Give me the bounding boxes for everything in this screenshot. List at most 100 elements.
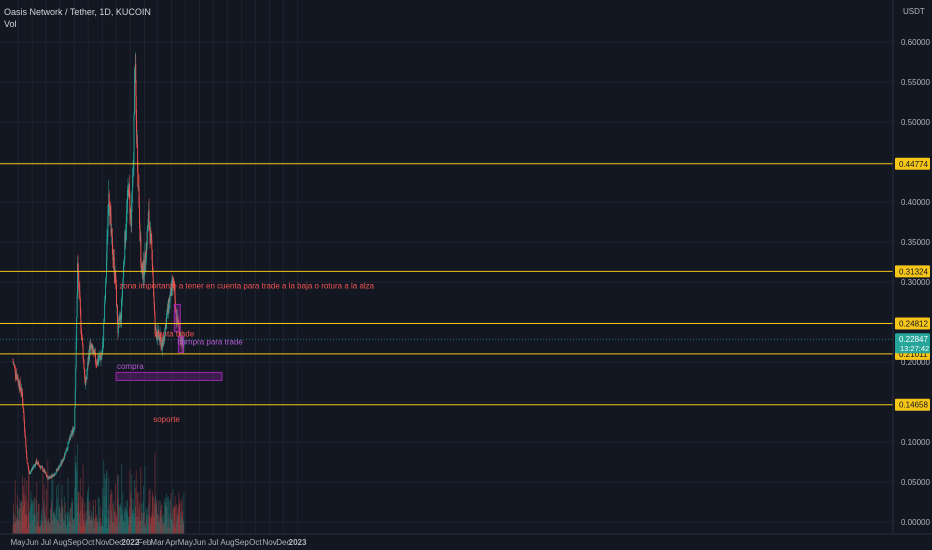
candle-body	[43, 469, 45, 473]
candle-body	[107, 216, 109, 237]
volume-bar	[109, 518, 111, 534]
volume-bar	[153, 516, 155, 534]
candle-body	[165, 323, 167, 329]
candle-body	[68, 438, 70, 442]
candle-body	[98, 356, 100, 360]
candle-body	[114, 274, 116, 279]
volume-bar	[144, 523, 146, 534]
volume-bar	[182, 523, 184, 534]
x-tick-label: Jul	[41, 538, 51, 547]
volume-label[interactable]: Vol	[4, 19, 17, 29]
volume-bar	[39, 527, 41, 534]
volume-bar	[26, 480, 28, 534]
volume-bar	[60, 512, 62, 534]
zone-compra-trade-zone[interactable]	[177, 335, 184, 353]
candle-body	[122, 267, 124, 279]
candle-body	[69, 438, 71, 439]
volume-bar	[87, 502, 89, 534]
volume-bar	[99, 506, 101, 534]
volume-bar	[75, 462, 77, 534]
volume-bar	[106, 469, 107, 534]
candle-body	[155, 331, 157, 339]
candle-body	[173, 285, 175, 289]
volume-bar	[122, 521, 124, 534]
y-tick-label: 0.60000	[901, 38, 930, 47]
candle-body	[42, 467, 44, 471]
volume-bar	[115, 483, 117, 534]
volume-bar	[181, 516, 183, 534]
candle-body	[33, 466, 35, 468]
annotation-label[interactable]: compra	[117, 362, 144, 371]
volume-bar	[64, 502, 66, 534]
zone-venta-zone[interactable]	[173, 303, 181, 333]
candle-body	[135, 96, 137, 121]
candle-body	[117, 306, 118, 324]
candle-body	[158, 329, 160, 339]
volume-bar	[125, 500, 127, 534]
volume-bar	[100, 526, 102, 534]
volume-bar	[176, 521, 178, 534]
candle-body	[60, 461, 62, 465]
candle-body	[90, 343, 92, 345]
volume-bar	[51, 500, 52, 534]
volume-bar	[147, 524, 149, 534]
volume-bar	[84, 502, 86, 534]
volume-bar	[23, 493, 25, 534]
volume-bar	[163, 522, 165, 534]
volume-bar	[133, 480, 135, 534]
zone-compra[interactable]	[115, 371, 223, 381]
candle-body	[86, 369, 88, 375]
volume-bar	[32, 500, 34, 534]
candle-body	[30, 471, 32, 473]
candle-body	[90, 343, 92, 349]
volume-bar	[152, 515, 154, 534]
candle-body	[117, 321, 119, 334]
volume-bar	[62, 505, 63, 534]
candle-body	[13, 364, 15, 366]
volume-bar	[121, 508, 123, 534]
candle-body	[73, 428, 74, 433]
volume-bar	[27, 529, 29, 534]
volume-bar	[180, 512, 182, 534]
candle-body	[157, 330, 159, 340]
volume-bar	[55, 507, 57, 534]
volume-bar	[35, 500, 37, 534]
candle-body	[102, 340, 104, 342]
candle-body	[99, 355, 101, 357]
volume-bar	[72, 502, 73, 534]
volume-bar	[88, 515, 90, 534]
candle-body	[57, 469, 59, 471]
volume-bar	[146, 507, 148, 534]
candle-body	[146, 243, 148, 246]
candle-body	[118, 318, 120, 322]
candle-body	[111, 229, 112, 234]
candle-body	[95, 352, 96, 362]
x-tick-label: Aug	[220, 538, 234, 547]
volume-bar	[137, 492, 139, 534]
annotation-label[interactable]: zona importante a tener en cuenta para t…	[119, 281, 374, 290]
x-tick-label: 2022	[121, 538, 139, 547]
candle-body	[134, 70, 136, 82]
annotation-label[interactable]: compra para trade	[177, 337, 243, 346]
y-tick-label: 0.20000	[901, 358, 930, 367]
candle-body	[81, 335, 83, 339]
volume-bar	[86, 496, 88, 534]
volume-bar	[124, 523, 126, 534]
candle-body	[116, 306, 118, 307]
candle-body	[176, 315, 178, 325]
candle-body	[45, 474, 47, 476]
volume-bar	[119, 506, 121, 534]
volume-bar	[158, 522, 160, 534]
symbol-title[interactable]: Oasis Network / Tether, 1D, KUCOIN	[4, 7, 151, 17]
volume-bar	[67, 522, 69, 534]
volume-bar	[50, 506, 52, 534]
volume-bar	[38, 503, 40, 534]
volume-bar	[108, 504, 110, 534]
volume-bar	[122, 513, 123, 534]
annotation-label[interactable]: venta trade	[154, 329, 195, 338]
candle-body	[20, 388, 22, 392]
volume-bar	[94, 518, 95, 534]
annotation-label[interactable]: soporte	[153, 415, 180, 424]
